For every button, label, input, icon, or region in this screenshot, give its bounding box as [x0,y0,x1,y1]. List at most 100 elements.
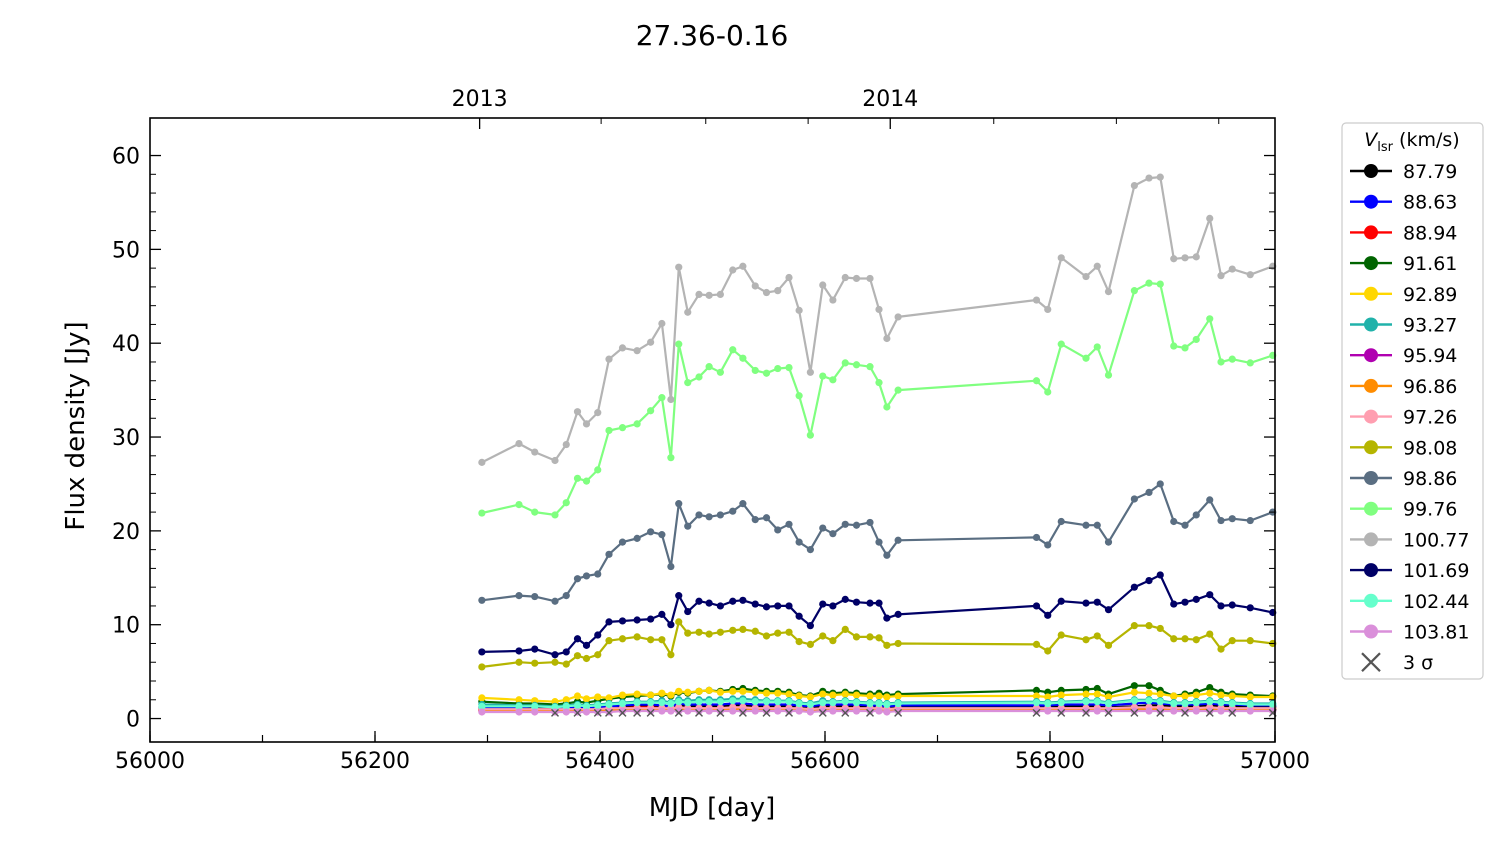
series-92-89 [478,686,1277,706]
legend-marker [1364,348,1378,363]
plot-frame [149,117,1276,743]
legend-title-main: V [1364,129,1379,151]
data-point [1217,516,1225,525]
data-point [1246,516,1254,525]
data-point [774,689,782,697]
three-sigma-marker [633,708,642,717]
data-point [1170,600,1178,608]
series-102-44 [478,697,1277,711]
data-point [875,379,883,387]
data-point [883,693,891,701]
legend-marker [1364,409,1378,424]
data-point [1246,271,1254,279]
data-point [695,597,703,605]
data-point [785,698,793,706]
data-point [618,617,627,625]
data-point [562,702,570,710]
legend-marker [1364,471,1378,485]
three-sigma-marker [646,708,655,717]
data-point [605,355,613,363]
data-point [515,702,523,710]
data-point [1104,707,1113,715]
data-point [883,708,891,716]
data-point [1130,682,1138,690]
data-point [1206,214,1214,223]
data-point [562,499,570,507]
data-point [684,379,692,387]
data-point [531,659,539,667]
legend-marker [1364,256,1378,271]
data-point [562,440,570,449]
data-point [1032,533,1041,542]
three-sigma-marker [1156,708,1165,717]
data-point [1192,595,1200,603]
data-point [1217,698,1225,707]
three-sigma-marker [573,708,582,717]
data-point [841,359,849,367]
data-point [1057,698,1065,707]
data-point [829,691,837,699]
legend-item: 103.81 [1350,622,1469,644]
data-point [633,707,641,715]
data-point [883,551,891,559]
data-point [1206,689,1214,697]
data-point [1044,693,1052,701]
data-point [658,698,666,707]
data-point [894,536,902,544]
data-point [695,373,703,381]
three-sigma-markers [551,708,1277,717]
data-point [829,602,837,610]
data-point [785,602,793,610]
data-point [841,690,849,698]
legend-item: 101.69 [1350,560,1469,582]
data-point [573,652,582,660]
three-sigma-marker [841,708,850,717]
data-point [1032,296,1041,304]
data-point [1044,541,1052,549]
data-point [667,707,675,715]
data-point [1082,521,1090,529]
data-point [852,707,861,715]
data-point [515,500,523,509]
data-point [605,700,613,709]
data-point [739,707,747,715]
data-point [705,686,713,694]
data-point [582,654,591,663]
data-point [883,403,891,411]
data-point [883,641,891,649]
data-point [852,698,861,707]
y-axis-label: Flux density [Jy] [61,321,91,530]
data-point [852,274,861,283]
data-point [582,702,591,710]
data-point [1206,683,1214,692]
data-point [1192,335,1200,344]
y-tick-label: 20 [112,520,140,545]
legend-item: 97.26 [1350,407,1457,429]
data-point [1192,691,1200,699]
data-point [739,354,747,362]
data-point [478,458,486,466]
data-point [739,262,747,270]
data-point [894,313,902,321]
data-point [762,288,771,297]
data-point [819,524,827,532]
data-point [774,629,782,637]
data-point [667,562,675,571]
data-point [1156,707,1164,715]
data-point [1246,693,1254,701]
legend-label: 100.77 [1403,529,1469,551]
data-point [883,334,891,343]
data-point [1156,480,1164,488]
data-point [1170,699,1178,708]
data-point [1228,265,1236,273]
data-point [675,687,683,695]
series-line [481,620,1273,668]
data-point [762,514,771,522]
data-point [875,599,883,607]
data-point [1170,517,1178,526]
legend-item: 93.27 [1350,315,1457,337]
data-point [675,698,683,706]
data-point [1192,636,1200,644]
data-point [658,394,666,402]
data-point [716,290,724,299]
